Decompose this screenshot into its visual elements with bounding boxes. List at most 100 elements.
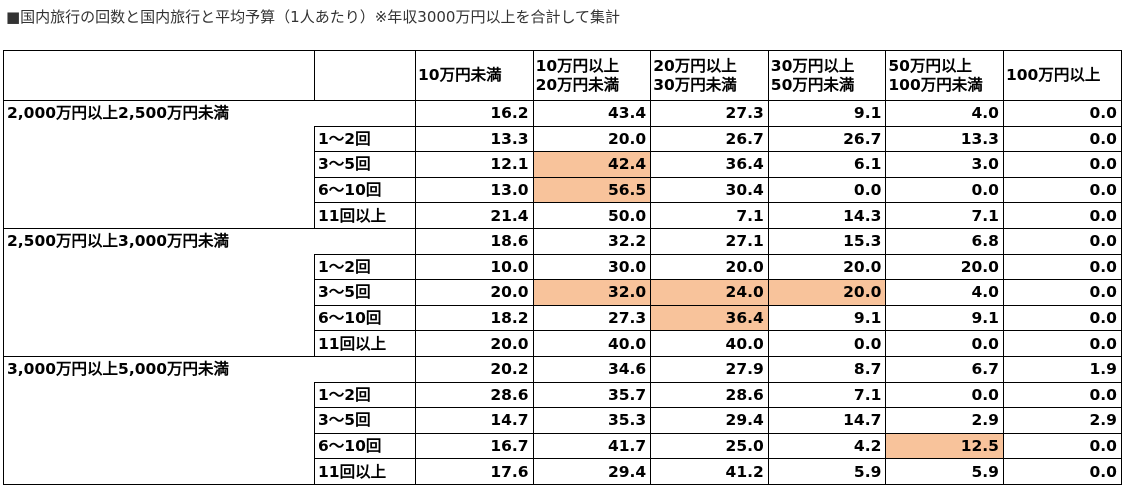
group-total-row: 2,000万円以上2,500万円未満 16.2 43.4 27.3 9.1 4.0 0.0 (3, 100, 1122, 127)
highlighted-cell: 42.4 (532, 151, 652, 178)
value-cell: 0.0 (1002, 176, 1122, 204)
value-cell: 18.2 (415, 304, 534, 332)
value-cell: 36.4 (650, 151, 769, 178)
value-cell: 41.2 (650, 458, 769, 485)
row-label: 3～5回 (314, 407, 416, 434)
column-header: 20万円以上 30万円未満 (650, 50, 769, 101)
group-spacer (3, 330, 315, 357)
value-cell: 25.0 (650, 432, 769, 460)
value-cell: 9.1 (767, 304, 887, 332)
value-cell: 9.1 (885, 304, 1004, 332)
highlighted-cell: 32.0 (532, 279, 652, 306)
value-cell: 20.0 (650, 253, 769, 281)
value-cell: 28.6 (650, 381, 769, 409)
table-row: 11回以上 21.4 50.0 7.1 14.3 7.1 0.0 (3, 202, 1122, 229)
group-total-row: 2,500万円以上3,000万円未満 18.6 32.2 27.1 15.3 6.8 0.0 (3, 227, 1122, 255)
total-cell: 43.4 (532, 100, 652, 127)
total-cell: 6.8 (885, 227, 1004, 255)
value-cell: 0.0 (1002, 458, 1122, 485)
value-cell: 26.7 (650, 125, 769, 153)
value-cell: 29.4 (532, 458, 652, 485)
column-header: 10万円未満 (415, 50, 534, 101)
table-body: 10万円未満 10万円以上 20万円未満 20万円以上 30万円未満 30万円以上 5… (3, 50, 1122, 485)
highlighted-cell: 36.4 (650, 304, 769, 332)
value-cell: 2.9 (1002, 407, 1122, 434)
total-cell: 27.3 (650, 100, 769, 127)
column-header: 30万円以上 50万円未満 (767, 50, 887, 101)
value-cell: 14.7 (415, 407, 534, 434)
value-cell: 16.7 (415, 432, 534, 460)
value-cell: 4.0 (885, 279, 1004, 306)
row-label: 11回以上 (314, 202, 416, 229)
table-row: 1～2回 28.6 35.7 28.6 7.1 0.0 0.0 (3, 381, 1122, 409)
group-spacer (3, 433, 315, 459)
value-cell: 26.7 (767, 125, 887, 153)
value-cell: 0.0 (767, 330, 887, 357)
total-cell: 16.2 (415, 100, 534, 127)
value-cell: 7.1 (650, 202, 769, 229)
table-row: 3～5回 14.7 35.3 29.4 14.7 2.9 2.9 (3, 407, 1122, 434)
value-cell: 0.0 (1002, 151, 1122, 178)
table-row: 3～5回 12.1 42.4 36.4 6.1 3.0 0.0 (3, 151, 1122, 178)
value-cell: 7.1 (885, 202, 1004, 229)
value-cell: 5.9 (767, 458, 887, 485)
value-cell: 13.3 (885, 125, 1004, 153)
table-row: 3～5回 20.0 32.0 24.0 20.0 4.0 0.0 (3, 279, 1122, 306)
column-header: 100万円以上 (1002, 50, 1122, 101)
value-cell: 13.3 (415, 125, 534, 153)
value-cell: 20.0 (885, 253, 1004, 281)
value-cell: 12.1 (415, 151, 534, 178)
total-cell: 8.7 (767, 355, 887, 383)
total-cell: 27.9 (650, 355, 769, 383)
group-spacer (3, 202, 315, 229)
value-cell: 20.0 (532, 125, 652, 153)
value-cell: 0.0 (1002, 125, 1122, 153)
value-cell: 0.0 (885, 330, 1004, 357)
header-blank-group (3, 50, 315, 101)
value-cell: 50.0 (532, 202, 652, 229)
row-label: 1～2回 (314, 381, 416, 409)
table-row: 6～10回 13.0 56.5 30.4 0.0 0.0 0.0 (3, 176, 1122, 204)
column-header: 50万円以上 100万円未満 (885, 50, 1004, 101)
group-spacer (3, 458, 315, 485)
table-row: 11回以上 20.0 40.0 40.0 0.0 0.0 0.0 (3, 330, 1122, 357)
table-title: ■国内旅行の回数と国内旅行と平均予算（1人あたり）※年収3000万円以上を合計し… (6, 8, 621, 26)
row-label: 3～5回 (314, 279, 416, 306)
total-cell: 9.1 (767, 100, 887, 127)
total-cell: 18.6 (415, 227, 534, 255)
value-cell: 0.0 (1002, 381, 1122, 409)
total-cell: 0.0 (1002, 100, 1122, 127)
group-label: 2,500万円以上3,000万円未満 (3, 227, 416, 255)
header-blank-sub (314, 50, 416, 101)
group-spacer (3, 279, 315, 306)
total-cell: 27.1 (650, 227, 769, 255)
total-cell: 32.2 (532, 227, 652, 255)
value-cell: 29.4 (650, 407, 769, 434)
value-cell: 40.0 (532, 330, 652, 357)
value-cell: 0.0 (1002, 432, 1122, 460)
value-cell: 0.0 (1002, 279, 1122, 306)
row-label: 3～5回 (314, 151, 416, 178)
row-label: 6～10回 (314, 432, 416, 460)
value-cell: 0.0 (1002, 253, 1122, 281)
group-spacer (3, 305, 315, 331)
value-cell: 0.0 (767, 176, 887, 204)
row-label: 6～10回 (314, 176, 416, 204)
total-cell: 15.3 (767, 227, 887, 255)
value-cell: 20.0 (767, 253, 887, 281)
value-cell: 0.0 (885, 381, 1004, 409)
value-cell: 0.0 (1002, 330, 1122, 357)
data-table: 10万円未満 10万円以上 20万円未満 20万円以上 30万円未満 30万円以上 5… (3, 50, 1122, 485)
total-cell: 34.6 (532, 355, 652, 383)
group-spacer (3, 126, 315, 152)
value-cell: 10.0 (415, 253, 534, 281)
total-cell: 6.7 (885, 355, 1004, 383)
value-cell: 4.2 (767, 432, 887, 460)
highlighted-cell: 12.5 (885, 432, 1004, 460)
row-label: 11回以上 (314, 458, 416, 485)
value-cell: 28.6 (415, 381, 534, 409)
value-cell: 13.0 (415, 176, 534, 204)
group-spacer (3, 177, 315, 203)
table-row: 1～2回 13.3 20.0 26.7 26.7 13.3 0.0 (3, 125, 1122, 153)
value-cell: 5.9 (885, 458, 1004, 485)
